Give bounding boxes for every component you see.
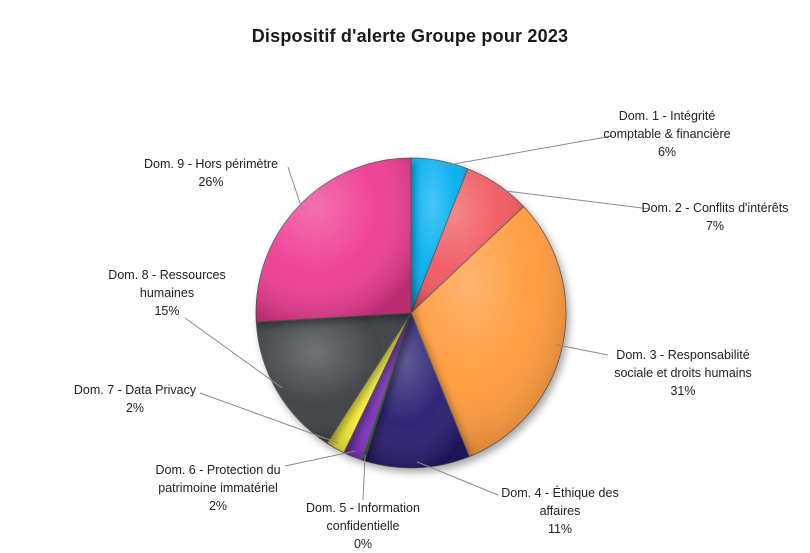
data-label-pct-7: 2%: [126, 401, 144, 415]
data-label-pct-1: 6%: [658, 145, 676, 159]
chart-title: Dispositif d'alerte Groupe pour 2023: [251, 26, 569, 46]
pie-slice-gloss-4: [364, 313, 470, 468]
leader-line-9: [287, 166, 304, 211]
leader-line-2: [494, 189, 651, 210]
leader-line-6: [284, 450, 356, 467]
slices-layer: [255, 157, 567, 469]
leader-line-4: [416, 461, 499, 496]
leader-line-8: [184, 317, 283, 389]
data-label-6: Dom. 6 - Protection du: [155, 463, 280, 477]
pie-slice-gloss-3: [411, 206, 567, 457]
pie-slice-gloss-8: [256, 313, 411, 444]
data-label-5: confidentielle: [327, 519, 400, 533]
leaders-layer: [184, 135, 651, 501]
data-label-9: Dom. 9 - Hors périmètre: [144, 157, 278, 171]
pie-slice-9: [255, 157, 412, 323]
data-label-2: Dom. 2 - Conflits d'intérêts: [642, 201, 789, 215]
data-label-pct-9: 26%: [198, 175, 223, 189]
data-label-pct-2: 7%: [706, 219, 724, 233]
pie-slice-gloss-2: [411, 168, 524, 313]
data-label-8: humaines: [140, 286, 194, 300]
data-label-pct-6: 2%: [209, 499, 227, 513]
data-label-4: Dom. 4 - Éthique des: [501, 485, 618, 500]
data-label-8: Dom. 8 - Ressources: [108, 268, 225, 282]
data-label-3: Dom. 3 - Responsabilité: [616, 348, 749, 362]
pie-slice-gloss-6: [343, 313, 411, 460]
data-label-7: Dom. 7 - Data Privacy: [74, 383, 197, 397]
pie-slice-gloss-9: [255, 158, 411, 322]
leader-line-1: [438, 135, 613, 168]
data-label-5: Dom. 5 - Information: [306, 501, 420, 515]
pie-slice-gloss-7: [326, 313, 411, 453]
data-label-4: affaires: [540, 504, 581, 518]
data-label-pct-8: 15%: [154, 304, 179, 318]
leader-line-5: [362, 454, 366, 501]
labels-layer: Dom. 1 - Intégrité comptable & financière…: [74, 109, 789, 551]
data-label-pct-5: 0%: [354, 537, 372, 551]
pie-slice-gloss-1: [411, 158, 468, 313]
data-label-pct-3: 31%: [670, 384, 695, 398]
leader-line-7: [199, 392, 339, 444]
data-label-pct-4: 11%: [548, 522, 572, 536]
data-label-3: sociale et droits humains: [614, 366, 752, 380]
leader-line-3: [556, 344, 609, 356]
data-label-1: comptable & financière: [603, 127, 730, 141]
pie-slice-8: [255, 312, 412, 444]
data-label-1: Dom. 1 - Intégrité: [619, 109, 716, 123]
pie-slice-4: [364, 311, 470, 469]
data-label-6: patrimoine immatériel: [158, 481, 277, 495]
